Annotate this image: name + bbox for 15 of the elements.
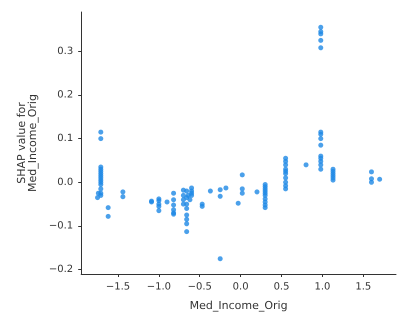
x-tick-label: 1.5 bbox=[355, 282, 372, 292]
y-axis-title: SHAP value for Med_Income_Orig bbox=[15, 94, 39, 192]
x-tick-label: −0.5 bbox=[188, 282, 212, 292]
y-tick-label: −0.1 bbox=[48, 220, 74, 232]
y-tick-label: −0.2 bbox=[48, 264, 74, 276]
y-tick-label: 0.2 bbox=[57, 89, 74, 100]
x-tick-label: 0.5 bbox=[274, 282, 290, 292]
y-tick-label: 0.1 bbox=[57, 133, 74, 144]
x-axis-title: Med_Income_Orig bbox=[190, 299, 288, 312]
x-tick-label: 1.0 bbox=[314, 282, 330, 292]
x-tick-label: 0.0 bbox=[232, 282, 249, 292]
x-tick-label: −1.5 bbox=[106, 282, 130, 292]
y-tick-label: 0.0 bbox=[57, 176, 74, 188]
x-tick-label: −1.0 bbox=[146, 282, 172, 292]
y-tick-label: 0.3 bbox=[57, 46, 74, 57]
